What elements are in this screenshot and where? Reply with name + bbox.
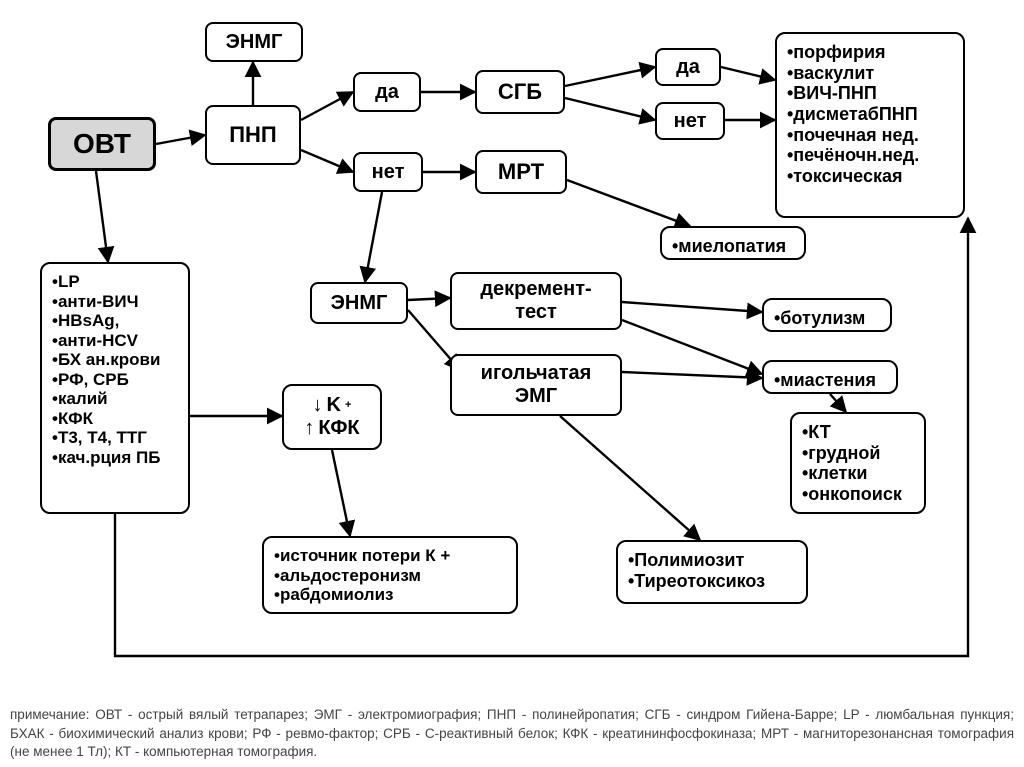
list-item: •ботулизм (774, 308, 865, 329)
edge-needle-miast (622, 372, 762, 378)
node-decr: декремент-тест (450, 272, 622, 330)
node-sgb: СГБ (475, 70, 565, 114)
node-needle: игольчатаяЭМГ (450, 354, 622, 416)
list-item: •анти-HCV (52, 331, 138, 351)
list-item: •васкулит (787, 63, 874, 84)
edge-needle-poly (560, 416, 700, 540)
edge-pnp-da1 (301, 92, 353, 120)
list-item: •источник потери К + (274, 546, 450, 566)
list-item: •миастения (774, 370, 876, 391)
edge-decr-botulism (622, 302, 762, 312)
list-item: •КФК (52, 409, 93, 429)
list-item: •грудной (802, 443, 880, 464)
node-enmg_top: ЭНМГ (205, 22, 303, 62)
edge-miast-kt (830, 394, 846, 412)
node-obt: ОВТ (48, 117, 156, 171)
list-item: •Полимиозит (628, 550, 744, 571)
node-kt: •КТ•грудной•клетки•онкопоиск (790, 412, 926, 514)
list-item: •дисметабПНП (787, 104, 918, 125)
edge-kbox-src (332, 450, 350, 536)
node-pnp: ПНП (205, 105, 301, 165)
node-enmg2: ЭНМГ (310, 282, 408, 324)
list-item: •Тиреотоксикоз (628, 571, 765, 592)
node-net1: нет (353, 152, 423, 192)
edge-sgb-da2 (565, 67, 655, 86)
node-miast: •миастения (762, 360, 898, 394)
list-item: •кач.рция ПБ (52, 448, 160, 468)
list-item: •анти-ВИЧ (52, 292, 139, 312)
kbox-line: ↑КФК (304, 417, 359, 440)
edge-pnp-net1 (301, 150, 353, 172)
node-dx_list: •порфирия•васкулит•ВИЧ-ПНП•дисметабПНП•п… (775, 32, 965, 218)
kbox-line: ↓K+ (313, 394, 352, 417)
flowchart-canvas: примечание: ОВТ - острый вялый тетрапаре… (0, 0, 1024, 767)
node-da2: да (655, 48, 721, 86)
node-mrt: МРТ (475, 150, 567, 194)
edge-enmg2-decr (408, 298, 450, 300)
node-kbox: ↓K+↑КФК (282, 384, 382, 450)
list-item: •ВИЧ-ПНП (787, 83, 877, 104)
list-item: •рабдомиолиз (274, 585, 394, 605)
node-net2: нет (655, 102, 725, 140)
list-item: •калий (52, 389, 108, 409)
list-item: •альдостеронизм (274, 566, 421, 586)
node-botulism: •ботулизм (762, 298, 892, 332)
list-item: •КТ (802, 422, 831, 443)
list-item: •клетки (802, 463, 867, 484)
edge-obt-lab_list (96, 171, 108, 262)
edge-decr-miast (622, 320, 762, 374)
list-item: •печёночн.нед. (787, 145, 919, 166)
edge-sgb-net2 (565, 98, 655, 120)
list-item: •онкопоиск (802, 484, 902, 505)
node-da1: да (353, 72, 421, 112)
list-item: •токсическая (787, 166, 902, 187)
edge-da2-dx_list (721, 67, 775, 80)
list-item: •БХ ан.крови (52, 350, 160, 370)
list-item: •миелопатия (672, 236, 786, 257)
node-myelo: •миелопатия (660, 226, 806, 260)
edge-mrt-myelo (567, 180, 690, 226)
footnote-text: примечание: ОВТ - острый вялый тетрапаре… (10, 706, 1014, 761)
list-item: •HBsAg, (52, 311, 119, 331)
list-item: •Т3, Т4, ТТГ (52, 428, 147, 448)
list-item: •порфирия (787, 42, 886, 63)
node-poly: •Полимиозит•Тиреотоксикоз (616, 540, 808, 604)
edge-net1-enmg2 (365, 192, 382, 282)
list-item: •РФ, СРБ (52, 370, 129, 390)
edge-obt-pnp (156, 135, 205, 144)
list-item: •LP (52, 272, 80, 292)
list-item: •почечная нед. (787, 125, 919, 146)
node-src: •источник потери К +•альдостеронизм•рабд… (262, 536, 518, 614)
node-lab_list: •LP•анти-ВИЧ•HBsAg,•анти-HCV•БХ ан.крови… (40, 262, 190, 514)
